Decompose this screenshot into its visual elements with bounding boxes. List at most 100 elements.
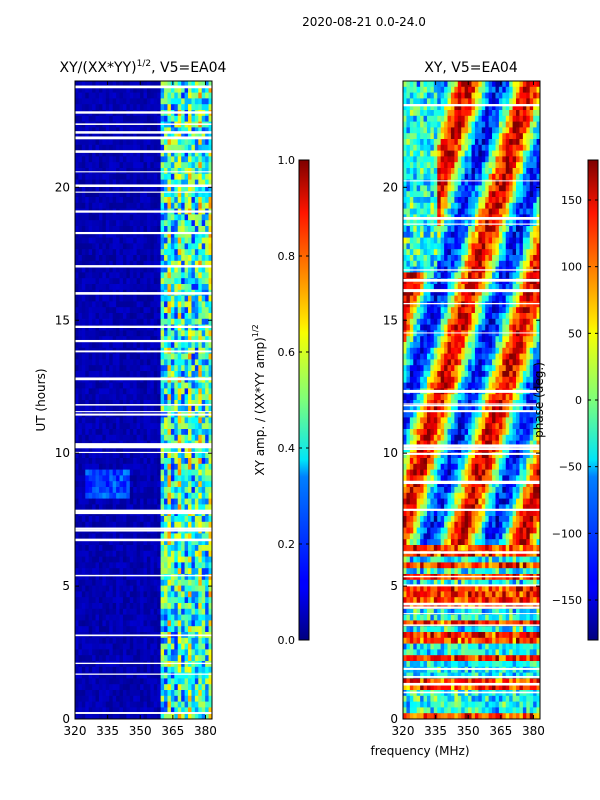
left-heatmap-cell (98, 139, 103, 146)
left-heatmap-cell (191, 98, 196, 105)
left-heatmap-cell (109, 255, 114, 262)
left-heatmap-cell (98, 405, 103, 412)
left-heatmap-cell (81, 255, 86, 262)
left-heatmap-cell (177, 359, 182, 366)
left-heatmap-cell (177, 690, 182, 697)
left-heatmap-cell (75, 162, 79, 169)
right-heatmap-cell (522, 110, 527, 117)
left-heatmap-cell (98, 481, 103, 488)
left-heatmap-cell (177, 666, 182, 673)
left-heatmap-cell (188, 249, 192, 256)
left-heatmap-cell (85, 359, 90, 366)
left-heatmap-cell (112, 643, 117, 650)
left-heatmap-cell (205, 388, 209, 395)
left-heatmap-cell (188, 191, 192, 198)
left-heatmap-cell (160, 400, 165, 407)
left-heatmap-cell (98, 603, 103, 610)
right-heatmap-cell (488, 81, 493, 88)
left-heatmap-cell (126, 533, 131, 540)
left-heatmap-cell (150, 168, 155, 175)
right-heatmap-cell (474, 81, 479, 88)
left-heatmap-cell (112, 162, 117, 169)
left-heatmap-cell (153, 690, 158, 697)
right-heatmap-cell (533, 104, 537, 111)
left-heatmap-cell (184, 655, 189, 662)
left-heatmap-cell (146, 139, 151, 146)
left-heatmap-cell (143, 197, 148, 204)
left-heatmap-cell (201, 266, 206, 273)
left-heatmap-cell (146, 655, 151, 662)
left-heatmap-cell (188, 469, 192, 476)
left-heatmap-cell (95, 446, 100, 453)
left-heatmap-cell (181, 429, 185, 436)
left-heatmap-cell (98, 260, 103, 267)
left-heatmap-cell (198, 139, 203, 146)
left-heatmap-cell (205, 562, 209, 569)
left-heatmap-cell (153, 307, 158, 314)
left-heatmap-cell (160, 162, 165, 169)
left-heatmap-cell (157, 173, 162, 180)
left-heatmap-cell (105, 243, 110, 250)
left-heatmap-cell (78, 713, 83, 719)
left-heatmap-cell (170, 168, 175, 175)
left-heatmap-cell (174, 313, 179, 320)
left-heatmap-cell (201, 382, 206, 389)
left-heatmap-cell (129, 452, 134, 459)
right-heatmap-cell (420, 133, 424, 140)
left-heatmap-cell (167, 574, 172, 581)
left-heatmap-cell (208, 353, 212, 360)
left-heatmap-cell (122, 173, 127, 180)
left-heatmap-cell (129, 568, 134, 575)
left-heatmap-cell (88, 260, 93, 267)
right-heatmap-cell (457, 115, 462, 122)
left-heatmap-cell (143, 104, 148, 111)
left-heatmap-cell (153, 168, 158, 175)
left-heatmap-cell (133, 272, 138, 279)
left-heatmap-cell (112, 272, 117, 279)
left-heatmap-cell (140, 307, 144, 314)
left-heatmap-cell (194, 156, 199, 163)
left-heatmap-cell (201, 92, 206, 99)
left-heatmap-cell (85, 295, 90, 302)
right-heatmap-cell (522, 81, 527, 88)
right-heatmap-cell (444, 127, 448, 134)
left-heatmap-cell (126, 115, 131, 122)
left-heatmap-cell (143, 284, 148, 291)
left-heatmap-cell (177, 469, 182, 476)
left-heatmap-cell (116, 92, 120, 99)
left-heatmap-cell (122, 707, 127, 714)
right-heatmap-cell (461, 92, 466, 99)
right-heatmap-cell (403, 86, 407, 93)
left-heatmap-cell (164, 614, 168, 621)
left-heatmap-cell (78, 185, 83, 192)
right-heatmap-cell (495, 86, 500, 93)
left-heatmap-cell (75, 191, 79, 198)
left-heatmap-cell (78, 417, 83, 424)
left-heatmap-cell (81, 452, 86, 459)
left-heatmap-cell (201, 434, 206, 441)
left-heatmap-cell (184, 504, 189, 511)
left-heatmap-cell (95, 284, 100, 291)
left-heatmap-cell (122, 405, 127, 412)
left-heatmap-cell (198, 504, 203, 511)
left-heatmap-cell (92, 579, 96, 586)
left-heatmap-cell (140, 168, 144, 175)
left-heatmap-cell (201, 463, 206, 470)
left-heatmap-cell (160, 533, 165, 540)
left-heatmap-cell (81, 371, 86, 378)
left-heatmap-cell (201, 156, 206, 163)
left-heatmap-cell (181, 678, 185, 685)
left-heatmap-cell (188, 626, 192, 633)
left-heatmap-cell (136, 400, 141, 407)
left-heatmap-cell (116, 423, 120, 430)
left-heatmap-cell (157, 202, 162, 209)
left-title-suffix: , V5=EA04 (151, 60, 226, 76)
left-heatmap-cell (153, 144, 158, 151)
left-heatmap-cell (167, 701, 172, 708)
left-heatmap-cell (122, 133, 127, 140)
left-heatmap-cell (126, 382, 131, 389)
left-heatmap-cell (126, 701, 131, 708)
left-heatmap-cell (194, 307, 199, 314)
left-heatmap-cell (146, 405, 151, 412)
